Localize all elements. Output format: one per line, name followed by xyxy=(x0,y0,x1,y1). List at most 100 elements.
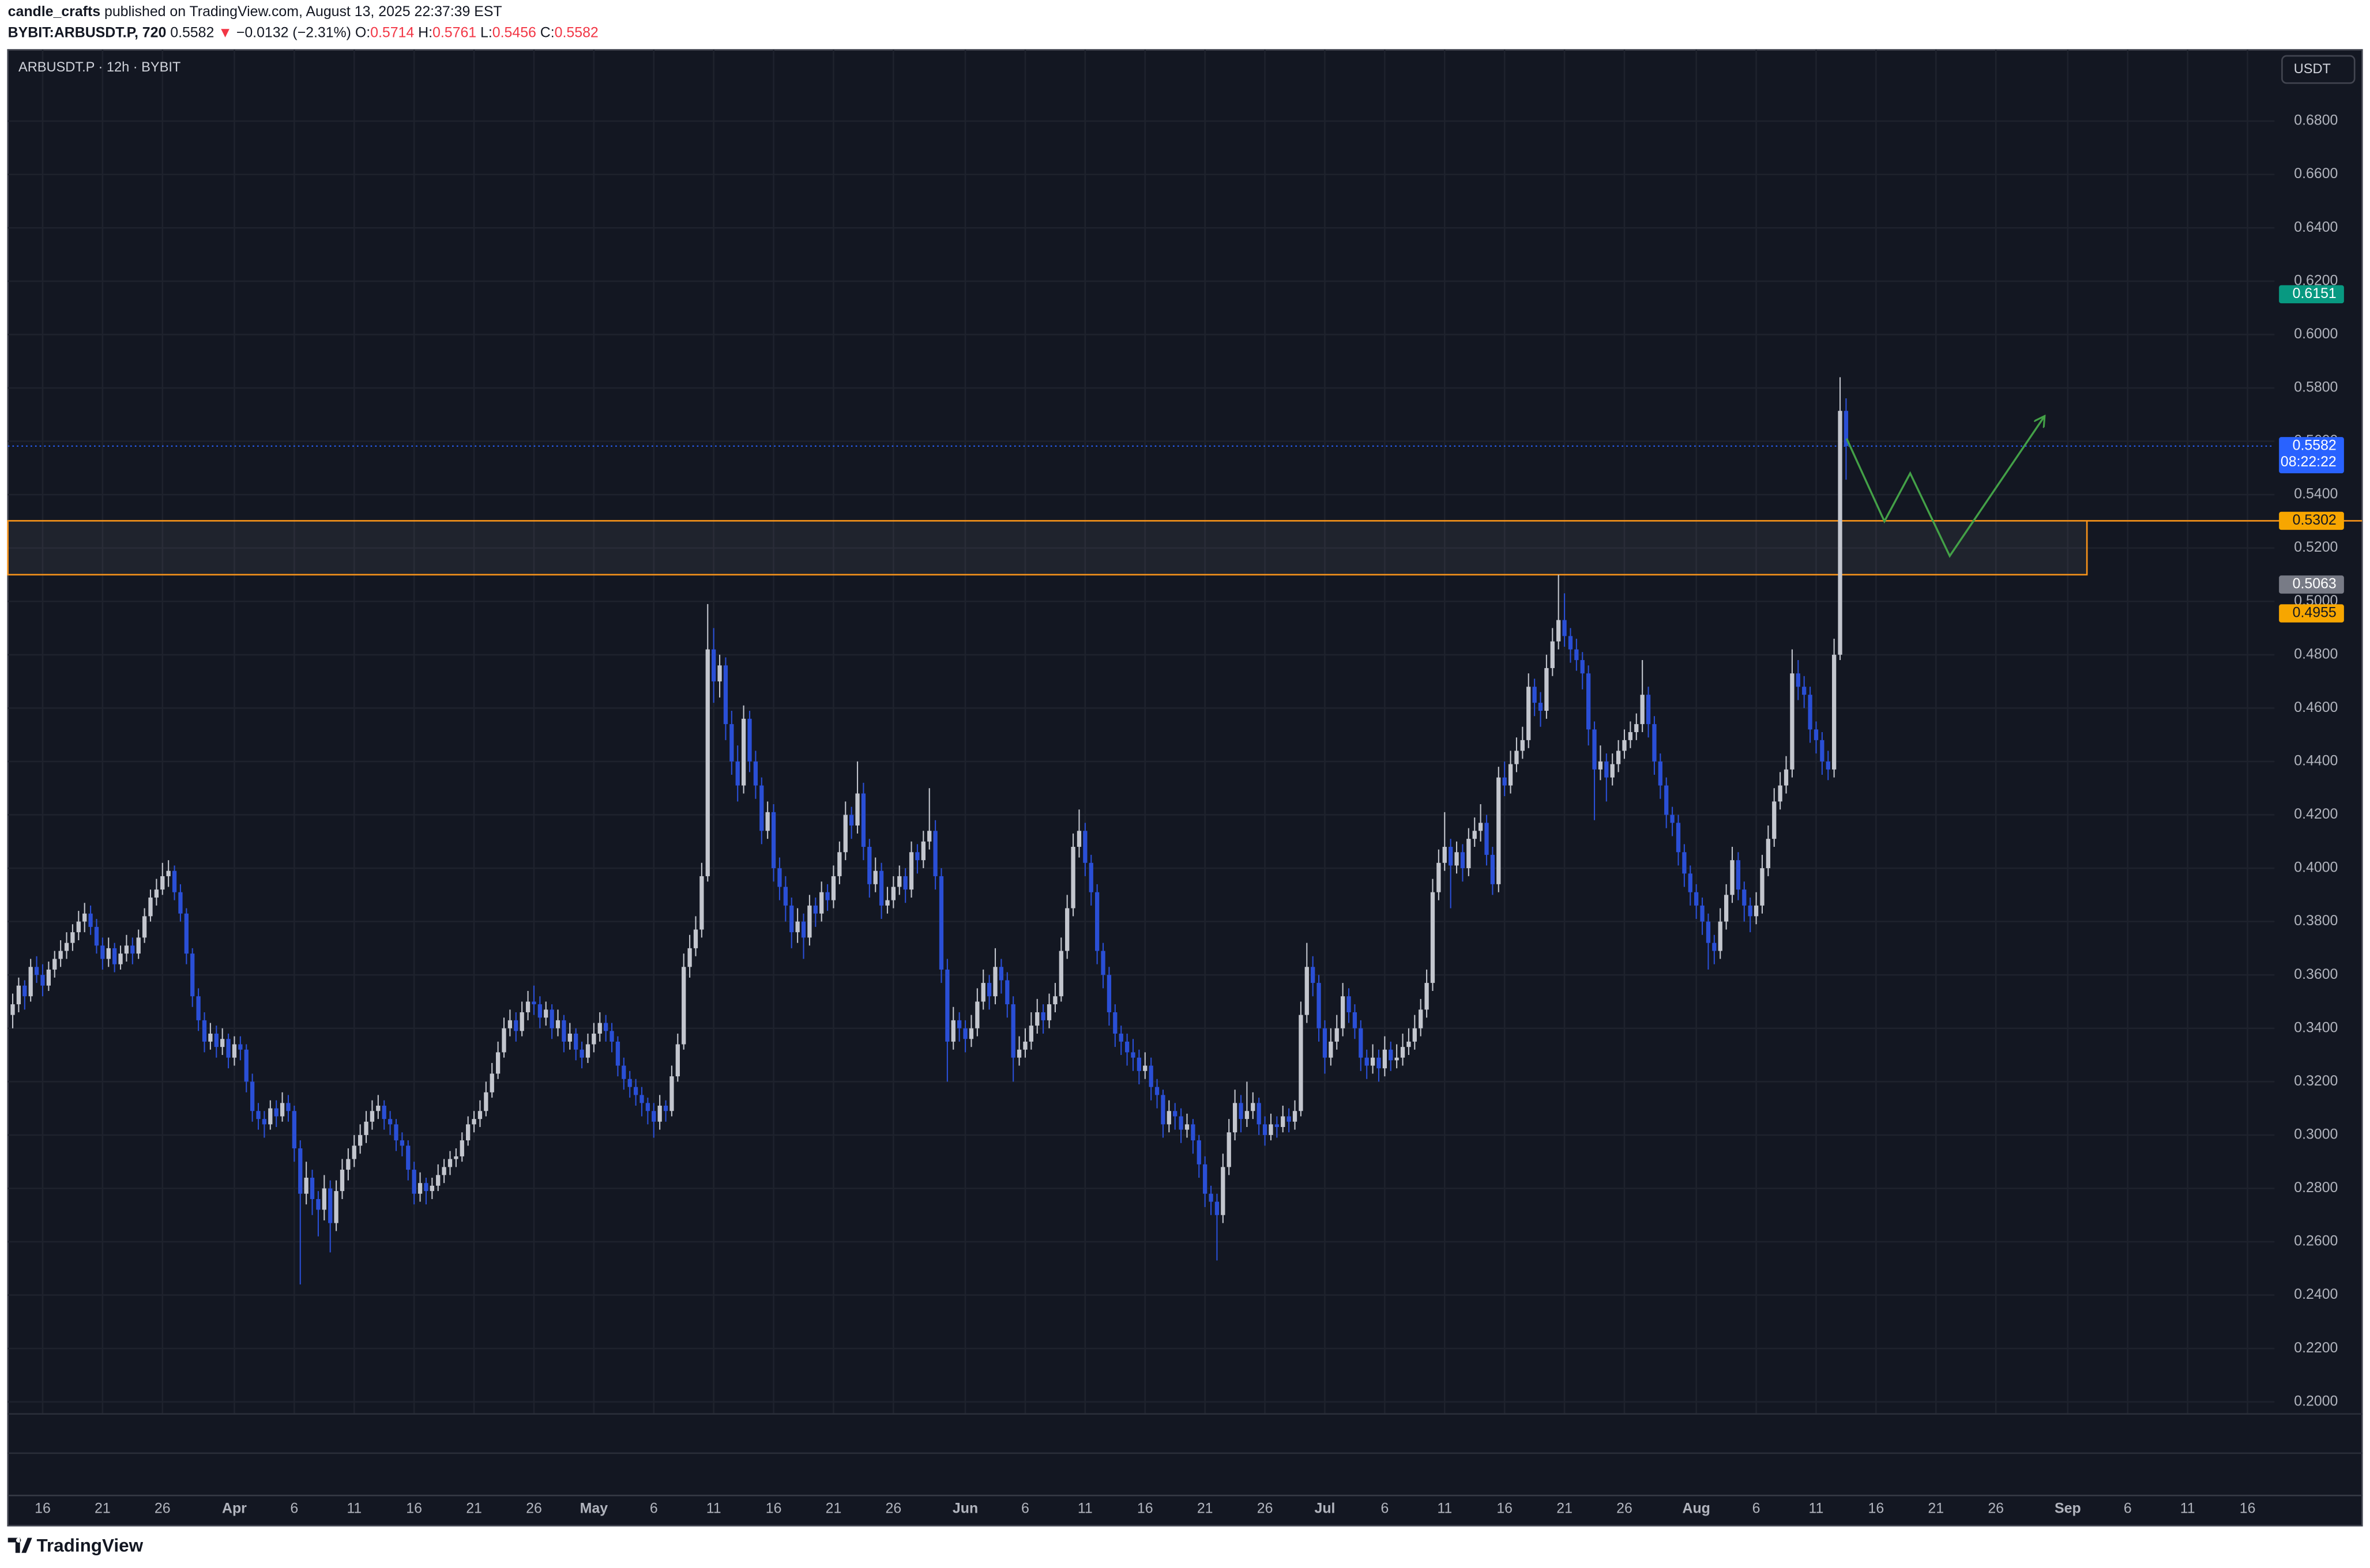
currency[interactable]: USDT xyxy=(2294,61,2331,76)
candle-body xyxy=(1586,673,1591,730)
candle-body xyxy=(1394,1057,1399,1061)
candle-body xyxy=(1382,1049,1387,1069)
x-tick-label: 6 xyxy=(2124,1500,2132,1516)
y-tick-label: 0.6600 xyxy=(2294,165,2338,182)
candle-body xyxy=(783,887,788,906)
candle-body xyxy=(490,1073,494,1092)
candle-body xyxy=(1059,951,1063,997)
ohlc-value: 0.5761 xyxy=(432,24,476,40)
candle-body xyxy=(963,1028,968,1039)
y-tick-label: 0.2800 xyxy=(2294,1179,2338,1196)
candle-body xyxy=(160,876,165,890)
candle-body xyxy=(417,1183,423,1194)
candle-body xyxy=(316,1198,321,1210)
candle-body xyxy=(28,967,33,997)
candle-body xyxy=(567,1034,572,1042)
candle-body xyxy=(70,932,75,943)
x-tick-label: 16 xyxy=(766,1500,782,1516)
candle-body xyxy=(652,1111,656,1122)
candle-body xyxy=(1820,740,1824,762)
candle-body xyxy=(1610,764,1615,778)
candle-body xyxy=(364,1121,368,1135)
candle-body xyxy=(987,983,992,997)
candle-body xyxy=(436,1175,441,1186)
candle-body xyxy=(1784,769,1789,786)
candle-body xyxy=(1682,852,1687,874)
candle-body xyxy=(262,1119,267,1125)
candle-body xyxy=(130,945,135,954)
candle-body xyxy=(1628,732,1633,740)
candle-body xyxy=(789,905,794,933)
candle-body xyxy=(1191,1124,1195,1141)
candle-body xyxy=(118,953,123,964)
y-tick-label: 0.6800 xyxy=(2294,112,2338,129)
candle-body xyxy=(915,852,920,861)
candle-body xyxy=(645,1103,650,1111)
x-tick-label: 11 xyxy=(1437,1500,1452,1516)
candle-body xyxy=(1622,740,1627,751)
logo-icon xyxy=(7,1537,32,1553)
candle-body xyxy=(370,1111,375,1122)
candle-body xyxy=(358,1134,363,1146)
candle-body xyxy=(1239,1103,1243,1120)
candle-body xyxy=(633,1087,638,1095)
candle-body xyxy=(1640,695,1645,725)
candle-body xyxy=(1790,673,1795,770)
y-tick-label: 0.4200 xyxy=(2294,806,2338,822)
price-label-box xyxy=(2279,575,2344,594)
candle-body xyxy=(406,1145,411,1170)
candle-body xyxy=(1179,1116,1183,1130)
candle-body xyxy=(1664,785,1669,815)
candle-body xyxy=(909,852,914,890)
x-tick-label: Sep xyxy=(2055,1500,2081,1516)
candle-body xyxy=(100,945,105,959)
ohlc-label: C: xyxy=(540,24,555,40)
candle-body xyxy=(831,876,836,900)
candle-body xyxy=(1029,1026,1033,1042)
candle-body xyxy=(1227,1132,1231,1167)
candle-body xyxy=(837,852,842,876)
candle-body xyxy=(1419,1009,1423,1028)
candle-body xyxy=(400,1140,405,1146)
candle-body xyxy=(10,1004,15,1015)
candle-body xyxy=(741,718,746,786)
candle-body xyxy=(334,1191,338,1223)
x-tick-label: 21 xyxy=(1197,1500,1213,1516)
author: candle_crafts xyxy=(8,3,100,20)
candle-body xyxy=(712,649,716,682)
candle-body xyxy=(999,967,1004,981)
candle-body xyxy=(1538,703,1543,711)
candle-body xyxy=(256,1111,261,1120)
x-tick-label: 26 xyxy=(1257,1500,1273,1516)
change: −0.0132 (−2.31%) xyxy=(236,24,351,40)
candle-body xyxy=(1005,980,1010,1005)
candle-body xyxy=(1670,815,1675,823)
countdown: 08:22:22 xyxy=(2281,454,2337,470)
candle-body xyxy=(747,718,752,762)
candle-body xyxy=(1808,695,1812,730)
x-tick-label: 26 xyxy=(526,1500,542,1516)
currency-box[interactable] xyxy=(2281,55,2356,84)
candle-body xyxy=(885,900,890,906)
candle-body xyxy=(1346,996,1351,1012)
x-tick-label: 16 xyxy=(2240,1500,2256,1516)
axes: 0.2000 0.2200 0.2400 0.2600 0.2800 0.3000 0.32… xyxy=(35,112,2344,1516)
candle-body xyxy=(1478,823,1483,831)
candle-body xyxy=(1598,761,1603,770)
candle-body xyxy=(1658,761,1662,786)
candle-body xyxy=(1502,777,1507,786)
candle-body xyxy=(1197,1140,1201,1164)
x-tick-label: 21 xyxy=(1928,1500,1944,1516)
candle-body xyxy=(771,812,776,869)
candle-body xyxy=(1556,620,1561,642)
candle-body xyxy=(58,951,63,959)
candle-body xyxy=(292,1111,296,1149)
y-tick-label: 0.4800 xyxy=(2294,646,2338,662)
candle-body xyxy=(460,1140,464,1156)
ohlc-value: 0.5714 xyxy=(370,24,414,40)
candle-body xyxy=(1167,1111,1171,1125)
candle-body xyxy=(592,1034,596,1045)
candle-body xyxy=(1412,1028,1417,1042)
candle-body xyxy=(1436,862,1441,892)
x-tick-label: Jul xyxy=(1314,1500,1335,1516)
